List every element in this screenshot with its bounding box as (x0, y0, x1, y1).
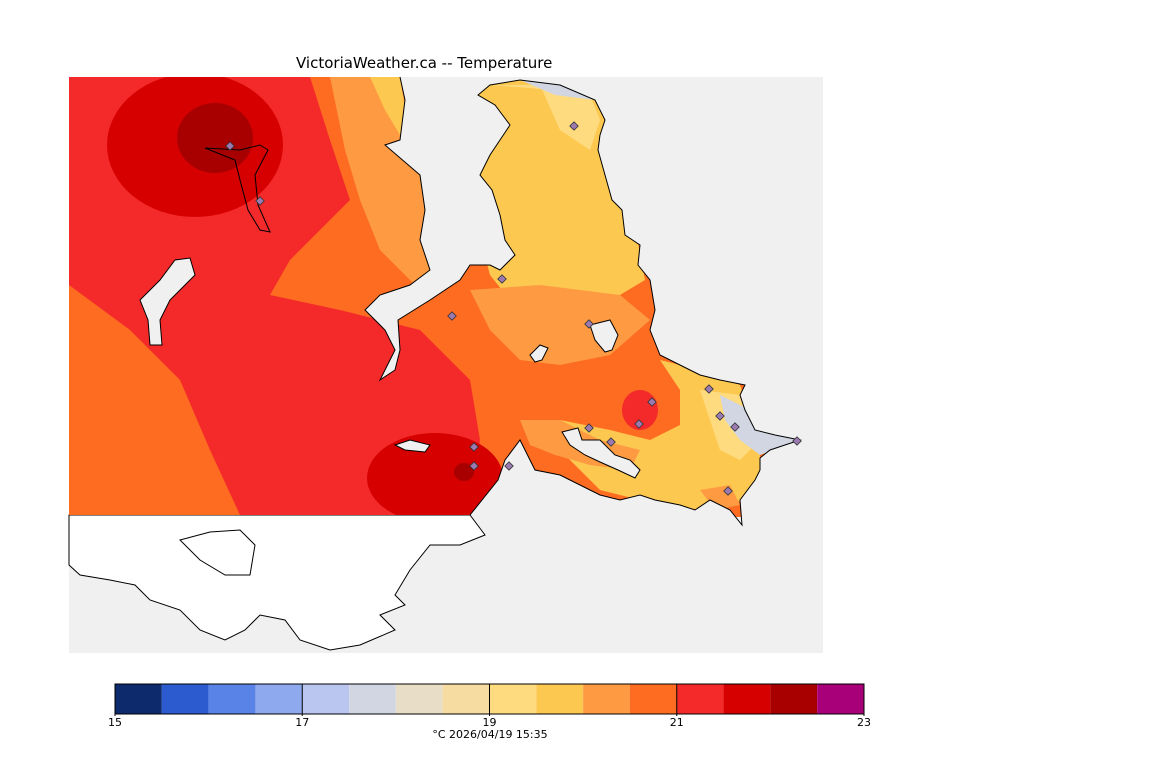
station-marker[interactable] (569, 121, 579, 131)
legend-swatch (629, 684, 677, 714)
station-marker[interactable] (469, 461, 479, 471)
legend-ticks: 15 17 19 21 23 (108, 684, 871, 729)
james-island (589, 319, 619, 353)
legend-swatch (583, 684, 630, 714)
legend-tick-label: 21 (670, 716, 684, 729)
station-marker[interactable] (504, 461, 514, 471)
station-marker[interactable] (469, 442, 479, 452)
station-marker[interactable] (225, 141, 235, 151)
legend-units-label: °C 2026/04/19 15:35 (432, 728, 547, 741)
station-marker[interactable] (447, 311, 457, 321)
station-marker[interactable] (584, 423, 594, 433)
legend-swatch (395, 684, 443, 714)
legend-swatch (442, 684, 490, 714)
esquimalt-harbour (561, 427, 641, 479)
legend-swatch (770, 684, 818, 714)
legend-swatch (489, 684, 537, 714)
station-marker[interactable] (730, 422, 740, 432)
map-title: VictoriaWeather.ca -- Temperature (296, 54, 553, 72)
legend-swatch (208, 684, 256, 714)
station-marker[interactable] (606, 437, 616, 447)
station-marker[interactable] (715, 411, 725, 421)
sooke-basin (393, 439, 431, 453)
legend-swatch (676, 684, 724, 714)
station-marker[interactable] (255, 196, 265, 206)
legend-swatch (255, 684, 303, 714)
legend-swatch (723, 684, 771, 714)
legend-tick-label: 15 (108, 716, 122, 729)
island-coastline (364, 76, 802, 527)
station-marker[interactable] (792, 436, 802, 446)
weather-stations (225, 121, 802, 496)
sidney-islet (529, 344, 549, 363)
legend-swatch (115, 684, 162, 714)
station-marker[interactable] (497, 274, 507, 284)
lake-north (204, 144, 271, 233)
legend-swatch (536, 684, 584, 714)
station-marker[interactable] (723, 486, 733, 496)
legend-swatch (302, 684, 350, 714)
legend-tick-label: 17 (295, 716, 309, 729)
legend-swatch (817, 684, 864, 714)
station-marker[interactable] (704, 384, 714, 394)
station-marker[interactable] (584, 319, 594, 329)
legend-swatch (349, 684, 396, 714)
station-marker[interactable] (647, 397, 657, 407)
legend-tick-label: 19 (483, 716, 497, 729)
station-marker[interactable] (634, 419, 644, 429)
olympic-peninsula (68, 514, 486, 651)
legend-swatch (161, 684, 209, 714)
olympic-inlet (179, 529, 256, 576)
lake-cowichan (139, 257, 196, 346)
legend-swatches (114, 683, 865, 715)
legend-tick-label: 23 (857, 716, 871, 729)
